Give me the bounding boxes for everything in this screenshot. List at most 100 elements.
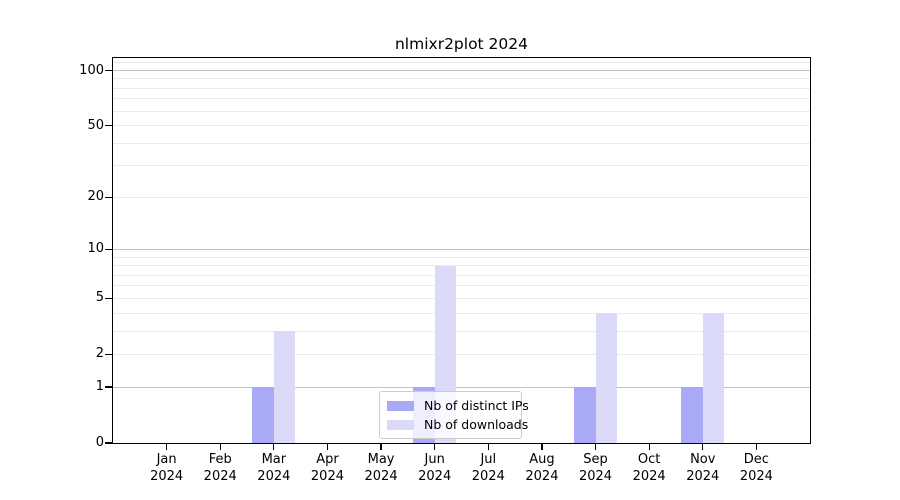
legend-swatch-distinct-ips [387, 400, 414, 411]
x-tick-label-month: Jul [480, 452, 497, 467]
x-tick-mark [594, 444, 597, 450]
gridline-minor [113, 98, 810, 100]
x-tick-label-month: Apr [316, 452, 339, 467]
y-tick-label: 100 [79, 62, 104, 78]
gridline-major [113, 70, 810, 72]
x-tick-label: Jul 2024 [456, 452, 520, 485]
gridline-minor [113, 62, 810, 64]
x-tick-label-year: 2024 [203, 468, 237, 484]
y-tick-label: 0 [95, 435, 104, 450]
chart-title: nlmixr2plot 2024 [394, 35, 529, 53]
x-tick-mark [648, 444, 650, 450]
x-tick-label: Oct 2024 [617, 452, 681, 485]
x-tick-label-month: Dec [743, 452, 769, 467]
legend-swatch-downloads [387, 419, 414, 430]
x-tick-mark [434, 444, 436, 450]
gridline-major [113, 248, 810, 250]
x-tick-label-year: 2024 [525, 468, 559, 484]
x-tick-label: Feb 2024 [188, 452, 252, 485]
y-tick-mark [105, 69, 112, 72]
gridline-minor [113, 196, 810, 198]
x-tick-label: Sep 2024 [564, 452, 628, 485]
x-tick-label-year: 2024 [257, 468, 291, 484]
gridline-minor [113, 125, 810, 127]
y-tick-mark [105, 248, 112, 251]
gridline-minor [113, 312, 810, 314]
x-tick-label-year: 2024 [418, 468, 452, 484]
x-tick-mark [755, 444, 757, 450]
legend: Nb of distinct IPs Nb of downloads [379, 391, 529, 439]
plot-area: Nb of distinct IPs Nb of downloads [113, 58, 810, 443]
x-tick-mark [702, 444, 704, 450]
x-tick-label-month: Sep [583, 452, 608, 467]
bar-distinct-ips-nov [681, 387, 703, 443]
legend-item-downloads: Nb of downloads [387, 417, 528, 432]
x-tick-mark [380, 444, 382, 450]
gridline-minor [113, 285, 810, 287]
x-tick-label: Nov 2024 [671, 452, 735, 485]
gridline-major [113, 386, 810, 388]
y-tick-label: 5 [95, 290, 104, 306]
bar-downloads-nov [702, 313, 725, 443]
x-tick-label-month: Nov [690, 452, 716, 467]
gridline-minor [113, 256, 810, 258]
x-tick-label-year: 2024 [578, 468, 613, 484]
bar-distinct-ips-sep [574, 387, 596, 443]
x-tick-mark [219, 444, 221, 450]
x-tick-mark [326, 444, 329, 450]
gridline-minor [113, 353, 810, 355]
y-tick-mark [105, 297, 112, 299]
bar-downloads-mar [273, 331, 296, 443]
x-tick-label-month: Aug [529, 452, 555, 467]
y-tick-label: 1 [95, 379, 104, 395]
y-tick-mark [105, 125, 112, 127]
bar-distinct-ips-mar [252, 387, 274, 443]
gridline-minor [113, 165, 810, 167]
x-tick-label-year: 2024 [686, 468, 720, 484]
y-tick-mark [105, 196, 112, 198]
gridline-minor [113, 274, 810, 276]
x-tick-label-month: May [367, 452, 395, 467]
x-tick-label-month: Jan [156, 452, 177, 467]
y-tick-mark [105, 442, 112, 444]
x-tick-label-year: 2024 [150, 468, 184, 484]
legend-label-distinct-ips: Nb of distinct IPs [424, 398, 529, 413]
x-tick-mark [541, 444, 543, 450]
legend-item-distinct-ips: Nb of distinct IPs [387, 398, 529, 413]
x-tick-label-year: 2024 [471, 468, 505, 484]
gridline-minor [113, 297, 810, 299]
x-tick-mark [273, 444, 275, 450]
y-tick-label: 2 [95, 346, 104, 362]
x-tick-label: Jan 2024 [135, 452, 199, 485]
x-tick-label-year: 2024 [310, 468, 344, 484]
gridline-minor [113, 330, 810, 332]
y-tick-mark [105, 353, 112, 355]
x-tick-label-month: Feb [208, 452, 232, 467]
gridline-minor [113, 78, 810, 80]
x-tick-label: Jun 2024 [403, 452, 467, 485]
x-tick-label-year: 2024 [364, 468, 398, 484]
x-tick-label: Apr 2024 [295, 452, 359, 485]
gridline-minor [113, 142, 810, 144]
x-tick-label: Dec 2024 [724, 452, 788, 485]
x-tick-label-year: 2024 [632, 468, 666, 484]
legend-label-downloads: Nb of downloads [424, 417, 529, 432]
x-tick-mark [487, 444, 489, 450]
y-tick-mark [105, 386, 112, 388]
x-tick-label: Aug 2024 [510, 452, 574, 485]
x-tick-label: Mar 2024 [242, 452, 306, 485]
x-tick-label-month: Jun [424, 452, 445, 467]
gridline-minor [113, 87, 810, 89]
gridline-minor [113, 110, 810, 112]
x-tick-label-month: Oct [637, 452, 661, 467]
y-tick-label: 20 [87, 189, 104, 205]
bar-downloads-sep [595, 313, 618, 443]
x-tick-mark [166, 444, 168, 450]
y-tick-label: 50 [87, 117, 104, 133]
gridline-minor [113, 265, 810, 267]
x-tick-label-year: 2024 [739, 468, 773, 484]
x-tick-label-month: Mar [261, 452, 287, 467]
y-tick-label: 10 [87, 241, 104, 257]
x-tick-label: May 2024 [349, 452, 413, 485]
